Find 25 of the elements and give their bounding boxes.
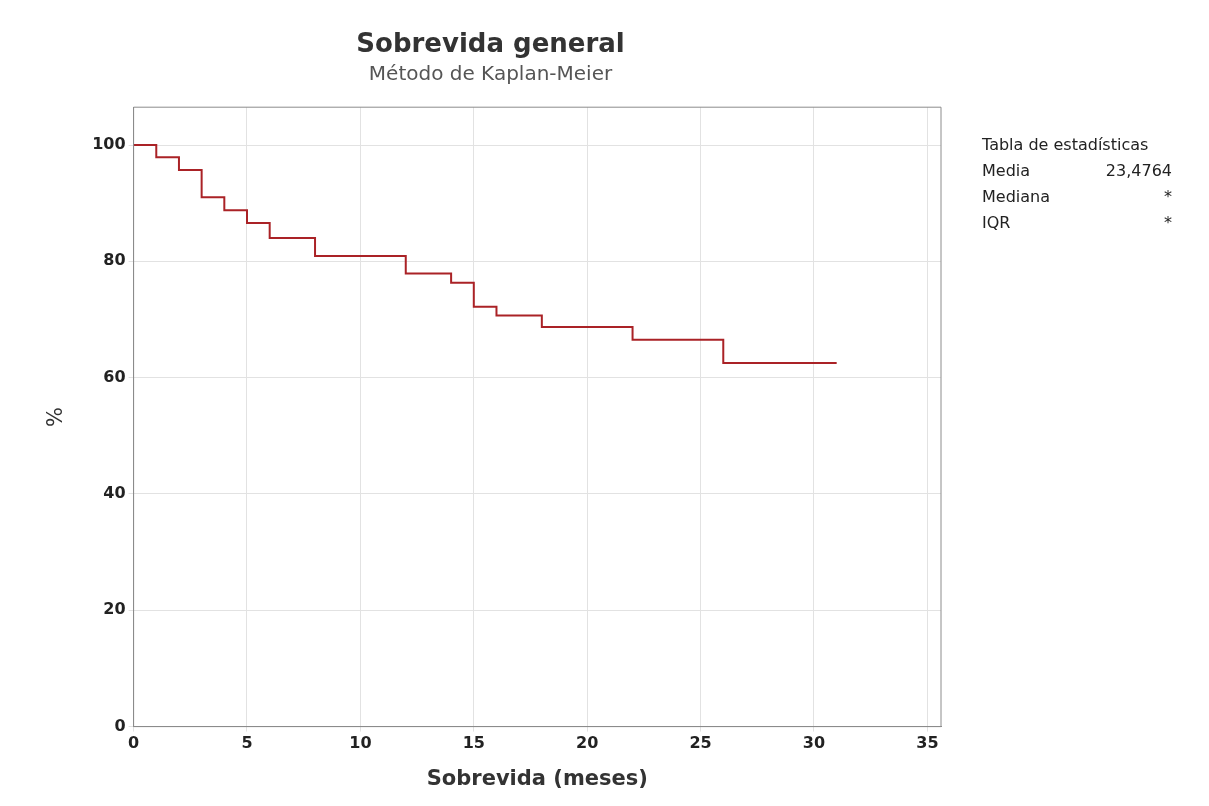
text: Media xyxy=(982,160,1031,182)
y-tick-label: 40 xyxy=(103,483,126,503)
x-tick-label: 15 xyxy=(462,733,485,753)
y-tick-label: 20 xyxy=(103,599,126,619)
text: Mediana xyxy=(982,186,1050,208)
y-tick-label: 80 xyxy=(103,250,126,270)
x-axis-title: Sobrevida (meses) xyxy=(426,765,648,790)
x-tick-label: 25 xyxy=(689,733,712,753)
x-tick-label: 10 xyxy=(349,733,372,753)
y-tick-label: 60 xyxy=(103,366,126,386)
text: Tabla de estadísticas xyxy=(982,134,1150,156)
text: * xyxy=(1164,212,1172,234)
x-tick-label: 5 xyxy=(241,733,253,753)
y-tick-label: 0 xyxy=(114,715,126,735)
x-tick-label: 30 xyxy=(802,733,826,753)
text: 23,4764 xyxy=(1105,160,1172,182)
y-axis-title: % xyxy=(43,406,68,427)
x-tick-label: 35 xyxy=(916,733,939,753)
x-tick-label: 20 xyxy=(576,733,599,753)
y-tick-label: 100 xyxy=(92,134,126,154)
text: * xyxy=(1164,186,1172,208)
chart-subtitle: Método de Kaplan-Meier xyxy=(368,61,613,86)
chart-title: Sobrevida general xyxy=(356,28,625,59)
text: IQR xyxy=(982,212,1011,234)
x-tick-label: 0 xyxy=(128,733,140,753)
